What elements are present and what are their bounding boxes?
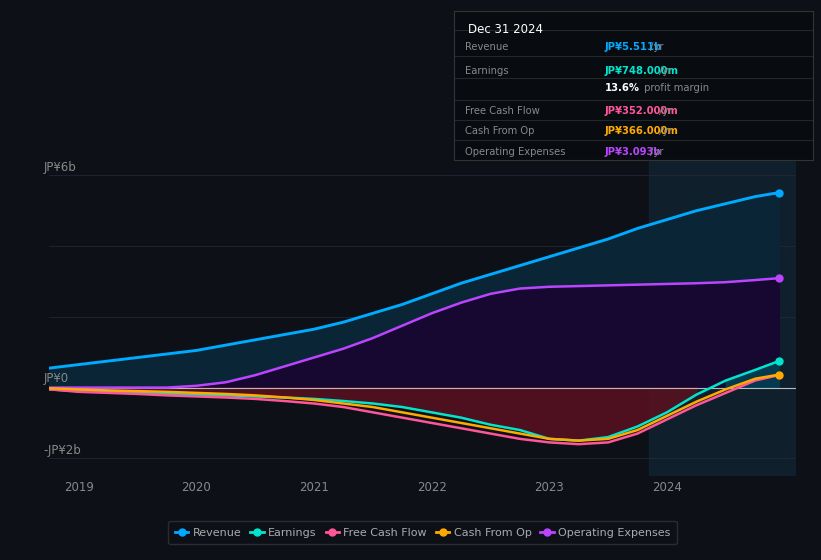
Text: JP¥6b: JP¥6b [44,161,76,174]
Text: JP¥352.000m: JP¥352.000m [605,106,678,115]
Text: JP¥366.000m: JP¥366.000m [605,127,679,137]
Text: Operating Expenses: Operating Expenses [465,147,566,157]
Text: profit margin: profit margin [640,83,709,94]
Text: 13.6%: 13.6% [605,83,640,94]
Text: /yr: /yr [647,147,663,157]
Text: Earnings: Earnings [465,66,508,76]
Text: JP¥5.511b: JP¥5.511b [605,42,662,52]
Text: JP¥748.000m: JP¥748.000m [605,66,679,76]
Legend: Revenue, Earnings, Free Cash Flow, Cash From Op, Operating Expenses: Revenue, Earnings, Free Cash Flow, Cash … [168,521,677,544]
Text: /yr: /yr [656,106,672,115]
Text: JP¥3.093b: JP¥3.093b [605,147,662,157]
Bar [649,140,796,476]
Text: Dec 31 2024: Dec 31 2024 [468,23,544,36]
Text: JP¥0: JP¥0 [44,372,68,385]
Text: Free Cash Flow: Free Cash Flow [465,106,539,115]
Text: Revenue: Revenue [465,42,508,52]
Text: -JP¥2b: -JP¥2b [44,444,81,456]
Text: /yr: /yr [647,42,663,52]
Text: /yr: /yr [656,127,672,137]
Text: /yr: /yr [656,66,672,76]
Text: Cash From Op: Cash From Op [465,127,534,137]
